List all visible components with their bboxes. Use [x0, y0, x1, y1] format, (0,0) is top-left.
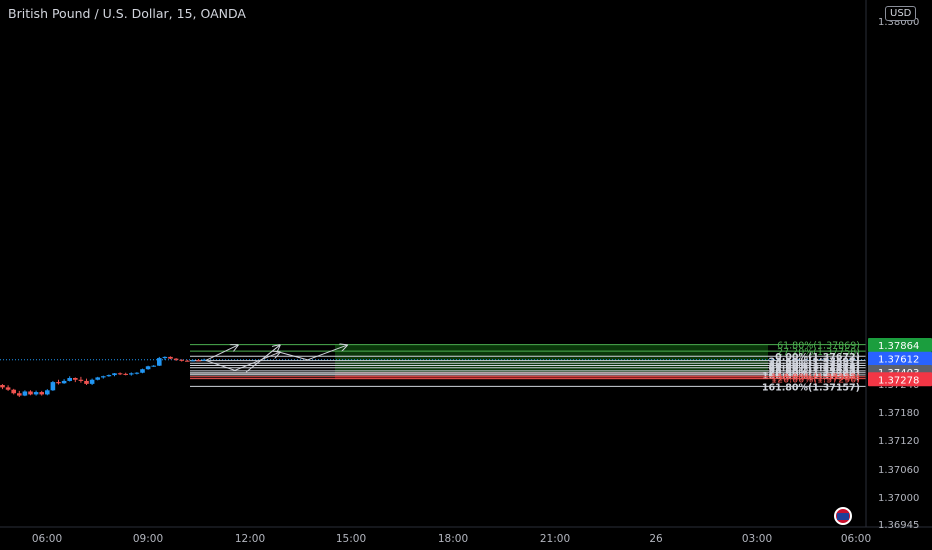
forecast-path-alt: [245, 345, 280, 373]
chart-title: British Pound / U.S. Dollar, 15, OANDA: [8, 6, 246, 21]
fib-level-label: 38.20%(1.37551): [768, 359, 860, 370]
forecast-arrows: [205, 345, 347, 373]
candle-body: [67, 378, 72, 381]
forecast-path-main: [279, 351, 308, 361]
fib-level-label: 120.00%(1.37290): [771, 375, 860, 386]
forecast-path-main: [307, 345, 347, 361]
candle-body: [50, 382, 56, 391]
candle-body: [17, 393, 22, 396]
forecast-path-up: [205, 345, 238, 361]
price-axis-tick: 1.36945: [878, 520, 919, 531]
candle-body: [28, 391, 33, 395]
fib-level-label: 50.00%(1.37513): [768, 362, 860, 373]
candle-body: [61, 380, 67, 384]
candle-body: [185, 360, 190, 362]
candle-body: [33, 392, 39, 395]
time-axis-tick: 18:00: [438, 533, 468, 545]
candle-body: [151, 365, 156, 367]
candle-body: [117, 373, 123, 375]
candles: [0, 356, 207, 398]
candle-body: [95, 377, 100, 380]
fib-level-label: 61.80%(1.37475): [768, 364, 860, 375]
entry-band: [190, 372, 768, 375]
fib-level-label: 0.00%(1.37672): [775, 352, 860, 363]
candle-body: [106, 375, 112, 377]
candle-body: [101, 376, 106, 378]
candle-body: [11, 389, 16, 394]
candle-body: [196, 360, 201, 362]
time-axis-tick: 09:00: [133, 533, 163, 545]
candle-body: [84, 380, 89, 384]
candle-body: [145, 366, 151, 370]
us-flag-icon[interactable]: [834, 507, 852, 525]
candle-body: [190, 360, 196, 362]
currency-badge[interactable]: USD: [885, 6, 917, 21]
forecast-path-main: [234, 352, 280, 371]
candle-body: [39, 392, 44, 395]
fibonacci-levels: 61.80%(1.37869)27.20%(1.37758)0.00%(1.37…: [190, 341, 866, 393]
candle-body: [112, 373, 117, 376]
time-axis-tick: 03:00: [742, 533, 772, 545]
candle-body: [73, 378, 78, 380]
price-axis-tick: 1.38000: [878, 17, 919, 28]
price-badge-label: 1.37612: [878, 355, 919, 366]
time-axis-tick: 21:00: [540, 533, 570, 545]
fib-level-label: 88.60%(1.37390): [768, 369, 860, 380]
price-badge-label: 1.37864: [878, 341, 919, 352]
price-axis-tick: 1.37060: [878, 465, 919, 476]
time-axis-tick: 15:00: [336, 533, 366, 545]
candle-body: [89, 379, 95, 384]
candle-body: [45, 390, 50, 395]
candle-body: [0, 385, 5, 388]
candle-body: [173, 358, 179, 360]
price-axis-tick: 1.37120: [878, 436, 919, 447]
candle-body: [134, 372, 140, 374]
candle-body: [157, 358, 162, 366]
candle-body: [201, 359, 207, 361]
fib-level-label: 61.80%(1.37869): [777, 341, 860, 352]
candle-body: [123, 373, 128, 375]
time-axis-tick: 06:00: [32, 533, 62, 545]
stop-zone: [335, 371, 768, 380]
candle-body: [168, 356, 173, 359]
candle-body: [162, 356, 168, 359]
candle-body: [22, 391, 28, 396]
candle-body: [56, 382, 61, 384]
price-badge: [868, 337, 932, 352]
fib-level-label: 27.20%(1.37758): [777, 347, 860, 358]
fib-level-label: 161.80%(1.37157): [762, 382, 860, 393]
candle-body: [5, 387, 11, 390]
candle-body: [179, 359, 184, 361]
fib-level-label: 23.60%(1.37597): [768, 357, 860, 368]
candle-body: [78, 379, 84, 381]
forecast-path-main: [205, 359, 236, 371]
price-axis-tick: 1.37180: [878, 408, 919, 419]
time-axis[interactable]: 06:00 09:00 12:00 15:00 18:00 21:00 26 03:00 06:…: [32, 533, 871, 545]
time-axis-tick: 06:00: [841, 533, 871, 545]
price-badge-label: 1.37278: [878, 375, 919, 386]
candle-body: [140, 369, 145, 373]
time-axis-tick: 26: [649, 533, 663, 545]
time-axis-tick: 12:00: [235, 533, 265, 545]
candle-body: [129, 373, 134, 375]
price-axis-tick: 1.37000: [878, 493, 919, 504]
price-badge: [868, 372, 932, 387]
